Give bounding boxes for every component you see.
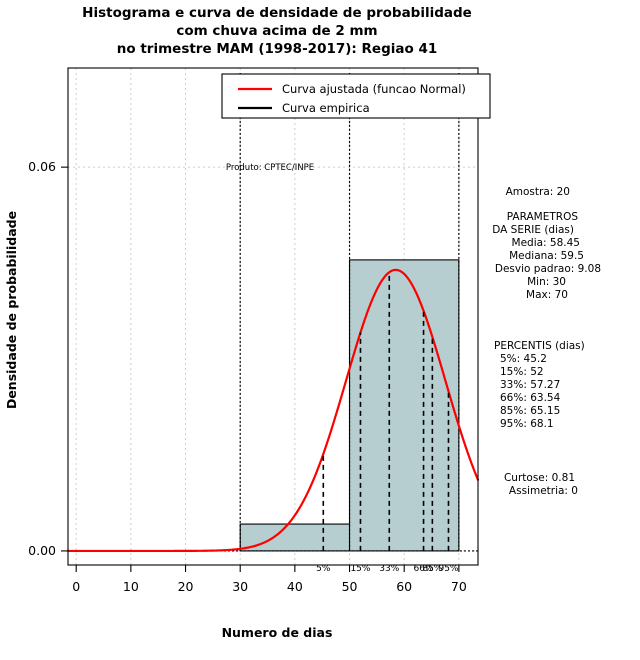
- percentile-15-text: 15%: 52: [500, 366, 544, 378]
- chart-title-line3: no trimestre MAM (1998-2017): Regiao 41: [117, 41, 437, 57]
- x-tick-label: 60: [396, 579, 412, 594]
- percentile-axis-label: 85%: [422, 564, 442, 574]
- percentiles-header: PERCENTIS (dias): [494, 340, 585, 352]
- legend: Curva ajustada (funcao Normal) Curva emp…: [221, 73, 491, 119]
- x-tick-label: 50: [342, 579, 358, 594]
- skewness-text: Assimetria: 0: [509, 485, 578, 497]
- x-tick-label: 70: [451, 579, 467, 594]
- y-axis-title: Densidade de probabilidade: [4, 211, 19, 409]
- y-tick-label: 0.06: [28, 159, 56, 174]
- percentile-axis-label: 95%: [438, 564, 458, 574]
- median-text: Mediana: 59.5: [509, 250, 584, 262]
- histogram-bar: [239, 523, 351, 552]
- percentile-5-text: 5%: 45.2: [500, 353, 547, 365]
- stddev-text: Desvio padrao: 9.08: [495, 263, 601, 275]
- percentile-axis-label: 5%: [316, 564, 331, 574]
- x-tick-label: 10: [123, 579, 139, 594]
- mean-text: Media: 58.45: [512, 237, 580, 249]
- x-tick-label: 30: [232, 579, 248, 594]
- chart-title-line2: com chuva acima de 2 mm: [176, 23, 377, 39]
- percentile-66-text: 66%: 63.54: [500, 392, 561, 404]
- legend-label-empirical: Curva empirica: [282, 101, 370, 115]
- x-tick-label: 20: [178, 579, 194, 594]
- min-text: Min: 30: [527, 276, 566, 288]
- plot-frame: [67, 67, 479, 566]
- percentile-axis-label: 15%: [350, 564, 370, 574]
- x-tick-label: 40: [287, 579, 303, 594]
- legend-box: [221, 73, 491, 119]
- fitted-normal-curve: [66, 268, 480, 553]
- plot-area: 5% 15% 33% 66%85%95% 0 10 20 30 40 50 60 70 0.00 0.06: [28, 67, 480, 594]
- legend-label-fitted: Curva ajustada (funcao Normal): [282, 82, 466, 96]
- kurtosis-text: Curtose: 0.81: [504, 472, 575, 484]
- percentile-85-text: 85%: 65.15: [500, 405, 560, 417]
- x-axis-title: Numero de dias: [222, 625, 333, 640]
- side-annotations: Amostra: 20 PARAMETROS DA SERIE (dias) M…: [492, 186, 601, 497]
- product-annotation: Produto: CPTEC/INPE: [226, 163, 314, 173]
- y-tick-label: 0.00: [28, 543, 56, 558]
- percentile-axis-label: 33%: [379, 564, 399, 574]
- chart-title-line1: Histograma e curva de densidade de proba…: [82, 5, 472, 21]
- x-tick-label: 0: [72, 579, 80, 594]
- params-header-1: PARAMETROS: [507, 211, 579, 223]
- percentile-axis-label: 66%: [414, 564, 434, 574]
- params-header-2: DA SERIE (dias): [492, 224, 574, 236]
- percentile-95-text: 95%: 68.1: [500, 418, 554, 430]
- percentile-33-text: 33%: 57.27: [500, 379, 560, 391]
- sample-size-text: Amostra: 20: [506, 186, 570, 198]
- histogram-bar: [348, 259, 460, 552]
- max-text: Max: 70: [526, 289, 568, 301]
